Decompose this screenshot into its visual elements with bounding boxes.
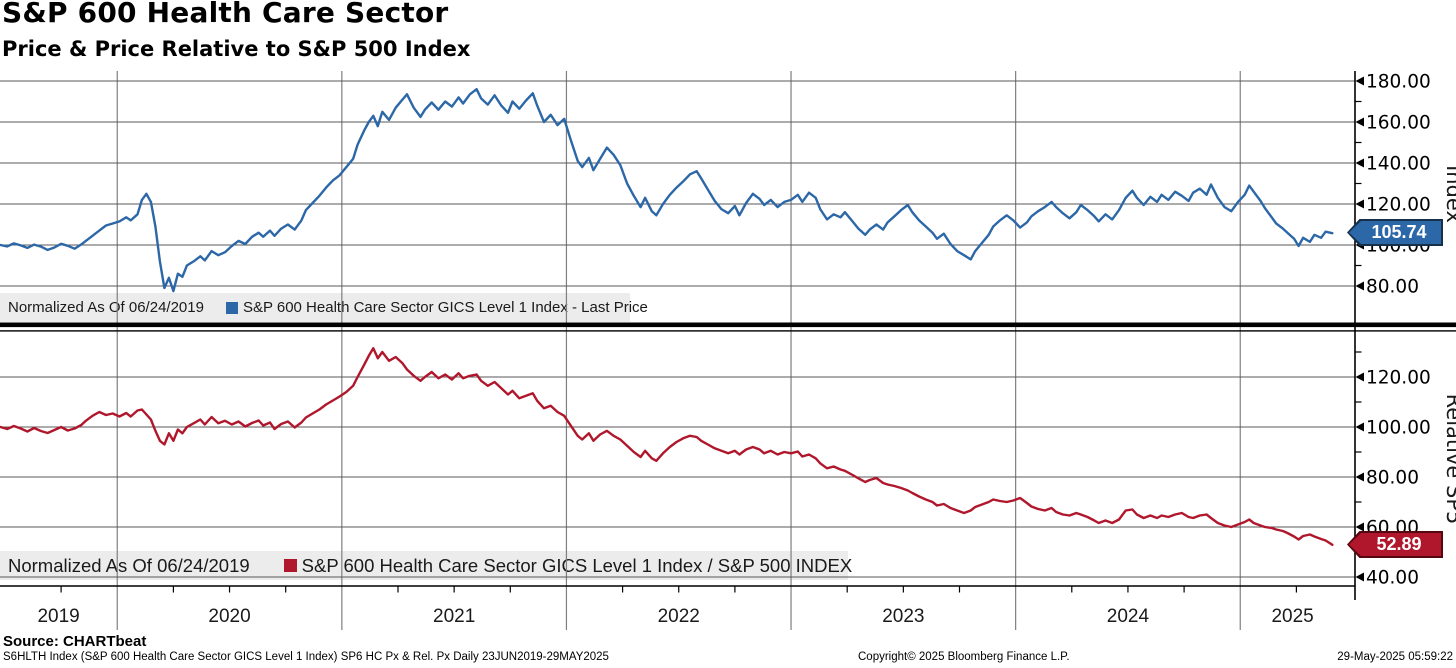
xtick-label-2024: 2024 [1107, 606, 1150, 627]
ytick-label: 120.00 [1366, 195, 1431, 216]
ytick-label: 180.00 [1366, 72, 1431, 93]
xtick-label-2020: 2020 [208, 606, 250, 627]
ytick-label: 140.00 [1366, 154, 1431, 175]
price-series-label: S&P 600 Health Care Sector GICS Level 1 … [242, 299, 648, 316]
ytick-arrow-icon [1355, 158, 1364, 168]
ytick-arrow-icon [1355, 472, 1364, 482]
ytick-arrow-icon [1355, 422, 1364, 432]
panel-separator [0, 322, 1456, 328]
page-title: S&P 600 Health Care Sector [2, 0, 449, 29]
xtick-label-2019: 2019 [37, 606, 79, 627]
ytick-arrow-icon [1355, 76, 1364, 86]
price-series-swatch-icon [225, 301, 238, 314]
price-last-value: 105.74 [1371, 222, 1427, 242]
axis-title-index: Index [1442, 165, 1456, 223]
price-last-value-badge-fill [1349, 221, 1441, 244]
price-line [0, 88, 1334, 293]
source-label: Source: CHARTbeat [3, 633, 147, 650]
price-last-value-badge: 105.74 [1347, 219, 1443, 246]
ytick-arrow-icon [1355, 199, 1364, 209]
xtick-label-2023: 2023 [882, 606, 924, 627]
ytick-arrow-icon [1355, 372, 1364, 382]
xtick-label-2025: 2025 [1271, 606, 1313, 627]
relative-last-value-badge: 52.89 [1347, 531, 1443, 558]
ytick-label: 160.00 [1366, 113, 1431, 134]
normalized-label: Normalized As Of 06/24/2019 [8, 554, 250, 576]
relative-line [0, 347, 1334, 546]
ytick-arrow-icon [1355, 522, 1364, 532]
ytick-arrow-icon [1355, 281, 1364, 291]
ytick-label: 80.00 [1366, 468, 1419, 489]
ytick-label: 120.00 [1366, 368, 1431, 389]
relative-series-label: S&P 600 Health Care Sector GICS Level 1 … [301, 554, 853, 576]
ytick-arrow-icon [1355, 572, 1364, 582]
relative-last-value-badge-fill [1349, 533, 1441, 556]
axis-title-relative: Relative SP5 [1442, 394, 1456, 525]
ytick-label: 80.00 [1366, 277, 1419, 298]
security-description: S6HLTH Index (S&P 600 Health Care Sector… [3, 651, 609, 663]
panel-separator-thin [0, 330, 1456, 332]
page-subtitle: Price & Price Relative to S&P 500 Index [2, 37, 471, 61]
xtick-label-2021: 2021 [433, 606, 475, 627]
legend-relative: Normalized As Of 06/24/2019 S&P 600 Heal… [0, 551, 852, 580]
relative-last-value: 52.89 [1376, 534, 1422, 554]
legend-price: Normalized As Of 06/24/2019 S&P 600 Heal… [0, 293, 648, 322]
relative-series-swatch-icon [283, 559, 297, 572]
xtick-label-2022: 2022 [658, 606, 700, 627]
ytick-label: 100.00 [1366, 418, 1431, 439]
ytick-label: 40.00 [1366, 568, 1419, 589]
normalized-label: Normalized As Of 06/24/2019 [8, 299, 204, 316]
copyright-label: Copyright© 2025 Bloomberg Finance L.P. [858, 651, 1070, 663]
ytick-arrow-icon [1355, 117, 1364, 127]
timestamp-label: 29-May-2025 05:59:22 [1337, 651, 1453, 663]
